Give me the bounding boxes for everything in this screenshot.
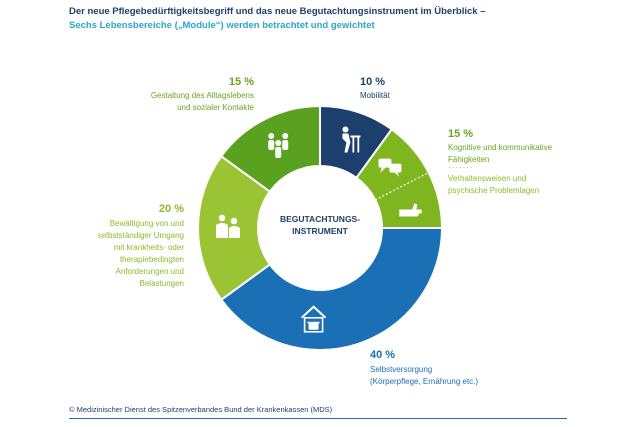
donut-slice-2 <box>219 227 444 351</box>
hand-icon <box>399 203 422 217</box>
coping-percent: 20 % <box>158 203 184 215</box>
footer-divider <box>69 418 567 419</box>
caregiver-icon <box>216 214 240 238</box>
selfcare-label-line1: Selbstversorgung <box>370 365 433 374</box>
cognitive-label-line2: Fähigkeiten <box>448 155 490 164</box>
coping-label-line3: mit krankheits- oder <box>113 243 184 252</box>
center-label-line2: INSTRUMENT <box>292 226 349 236</box>
selfcare-label-line2: (Körperpflege, Ernährung etc.) <box>370 377 479 386</box>
speech-bubbles-icon <box>378 158 402 177</box>
coping-label-line4: therapiebedingten <box>119 255 184 264</box>
cognitive-divider-dots: ······· <box>448 163 474 172</box>
cognitive-label-line1: Kognitive und kommunikative <box>448 143 553 152</box>
behavior-label-line1: Verhaltensweisen und <box>448 174 527 183</box>
chart-subtitle: Sechs Lebensbereiche („Module“) werden b… <box>69 20 375 31</box>
walker-person-icon <box>342 126 361 153</box>
house-pot-icon <box>300 305 327 333</box>
selfcare-percent: 40 % <box>370 349 396 361</box>
coping-label-line2: selbstständiger Umgang <box>97 231 184 240</box>
copyright-footer: © Medizinischer Dienst des Spitzenverban… <box>69 405 333 414</box>
behavior-label-line2: psychische Problemlagen <box>448 186 540 195</box>
mobility-percent: 10 % <box>360 76 386 88</box>
cognitive-slice-divider <box>374 172 429 201</box>
mobility-label: Mobilität <box>360 91 390 100</box>
chart-title: Der neue Pflegebedürftigkeitsbegriff und… <box>69 6 486 17</box>
coping-label-line5: Anforderungen und <box>115 267 185 276</box>
daily-life-label-line1: Gestaltung des Alltagslebens <box>150 91 254 100</box>
coping-label-line1: Bewältigung von und <box>109 219 184 228</box>
daily-life-percent: 15 % <box>228 76 254 88</box>
group-people-icon <box>268 133 289 159</box>
coping-label-line6: Belastungen <box>139 279 184 288</box>
center-label-line1: BEGUTACHTUNGS- <box>280 214 360 224</box>
cognitive-percent: 15 % <box>448 128 474 140</box>
daily-life-label-line2: und sozialer Kontakte <box>177 103 254 112</box>
